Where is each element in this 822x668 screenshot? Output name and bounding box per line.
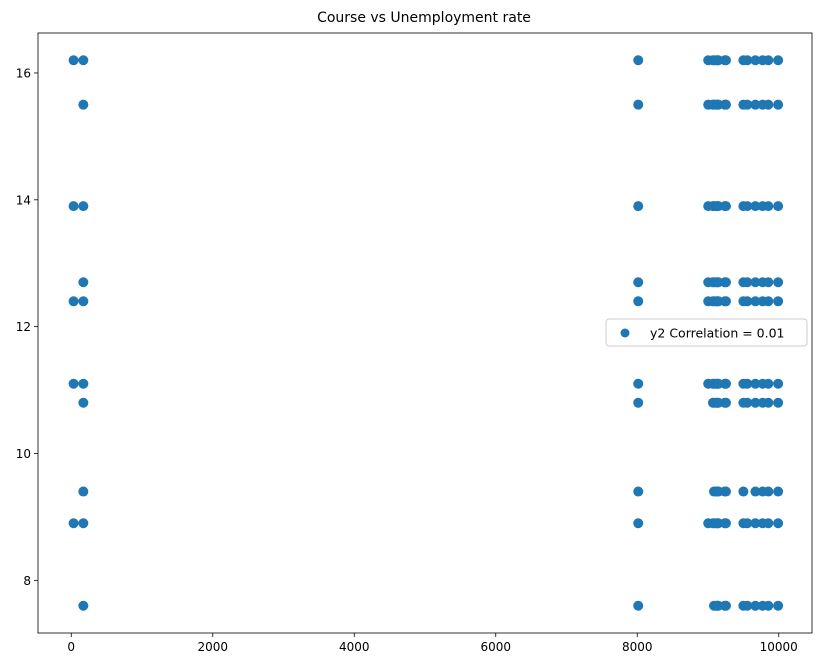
scatter-point <box>738 486 749 497</box>
scatter-point <box>78 600 89 611</box>
scatter-point <box>633 397 644 408</box>
legend: y2 Correlation = 0.01 <box>605 318 808 347</box>
scatter-point <box>633 55 644 66</box>
scatter-point <box>633 518 644 529</box>
scatter-point <box>773 518 784 529</box>
scatter-point <box>78 55 89 66</box>
x-tick-label: 0 <box>67 640 75 654</box>
y-tick-label: 16 <box>16 66 31 80</box>
x-tick-label: 10000 <box>760 640 798 654</box>
scatter-point <box>633 201 644 212</box>
scatter-point <box>773 296 784 307</box>
scatter-point <box>742 600 753 611</box>
scatter-point <box>78 486 89 497</box>
scatter-point <box>720 600 731 611</box>
scatter-point <box>763 600 774 611</box>
scatter-point <box>78 397 89 408</box>
scatter-point <box>773 201 784 212</box>
scatter-point <box>742 277 753 288</box>
x-axis: 0 2000 4000 6000 8000 10000 <box>67 633 798 654</box>
scatter-point <box>78 201 89 212</box>
x-tick-label: 4000 <box>339 640 370 654</box>
y-axis: 8 10 12 14 16 <box>16 66 38 588</box>
y-tick-label: 14 <box>16 193 31 207</box>
scatter-point <box>742 397 753 408</box>
scatter-point <box>78 518 89 529</box>
scatter-point <box>633 600 644 611</box>
scatter-point <box>773 378 784 389</box>
scatter-point <box>763 201 774 212</box>
scatter-point <box>750 99 761 110</box>
plot-frame <box>37 32 813 634</box>
scatter-point <box>750 55 761 66</box>
scatter-point <box>720 296 731 307</box>
scatter-point <box>773 277 784 288</box>
scatter-point <box>742 99 753 110</box>
chart-title: Course vs Unemployment rate <box>317 10 531 26</box>
scatter-point <box>720 378 731 389</box>
scatter-point <box>720 277 731 288</box>
scatter-point <box>750 486 761 497</box>
scatter-point <box>68 55 79 66</box>
scatter-point <box>68 378 79 389</box>
scatter-point <box>78 378 89 389</box>
scatter-point <box>68 296 79 307</box>
scatter-point <box>633 277 644 288</box>
scatter-point <box>720 55 731 66</box>
y-tick-label: 12 <box>16 320 31 334</box>
y-tick-label: 10 <box>16 447 31 461</box>
scatter-point <box>763 378 774 389</box>
scatter-point <box>78 99 89 110</box>
scatter-point <box>763 486 774 497</box>
scatter-point <box>750 277 761 288</box>
scatter-point <box>773 55 784 66</box>
scatter-point <box>633 296 644 307</box>
x-tick-label: 6000 <box>480 640 511 654</box>
scatter-point <box>763 296 774 307</box>
scatter-point <box>78 296 89 307</box>
scatter-point <box>750 201 761 212</box>
scatter-point <box>773 486 784 497</box>
x-tick-label: 8000 <box>622 640 653 654</box>
scatter-point <box>750 296 761 307</box>
legend-box <box>605 318 808 347</box>
scatter-point <box>633 99 644 110</box>
scatter-point <box>750 378 761 389</box>
scatter-point <box>750 600 761 611</box>
y-tick-label: 8 <box>23 574 31 588</box>
scatter-point <box>763 518 774 529</box>
scatter-point <box>742 201 753 212</box>
scatter-point <box>720 518 731 529</box>
scatter-point <box>742 296 753 307</box>
scatter-point <box>720 201 731 212</box>
scatter-point <box>633 378 644 389</box>
legend-marker <box>620 328 630 338</box>
scatter-point <box>68 201 79 212</box>
scatter-point <box>763 277 774 288</box>
scatter-point <box>773 397 784 408</box>
scatter-point <box>773 600 784 611</box>
legend-label: y2 Correlation = 0.01 <box>650 326 785 341</box>
x-tick-label: 2000 <box>197 640 228 654</box>
scatter-point <box>750 518 761 529</box>
scatter-point <box>763 99 774 110</box>
scatter-point <box>742 55 753 66</box>
scatter-point <box>742 518 753 529</box>
scatter-point <box>763 55 774 66</box>
scatter-point <box>720 99 731 110</box>
scatter-point <box>750 397 761 408</box>
scatter-point <box>763 397 774 408</box>
data-points <box>68 55 784 611</box>
scatter-point <box>78 277 89 288</box>
scatter-point <box>742 378 753 389</box>
scatter-point <box>68 518 79 529</box>
scatter-point <box>720 486 731 497</box>
scatter-point <box>720 397 731 408</box>
scatter-point <box>773 99 784 110</box>
scatter-point <box>633 486 644 497</box>
